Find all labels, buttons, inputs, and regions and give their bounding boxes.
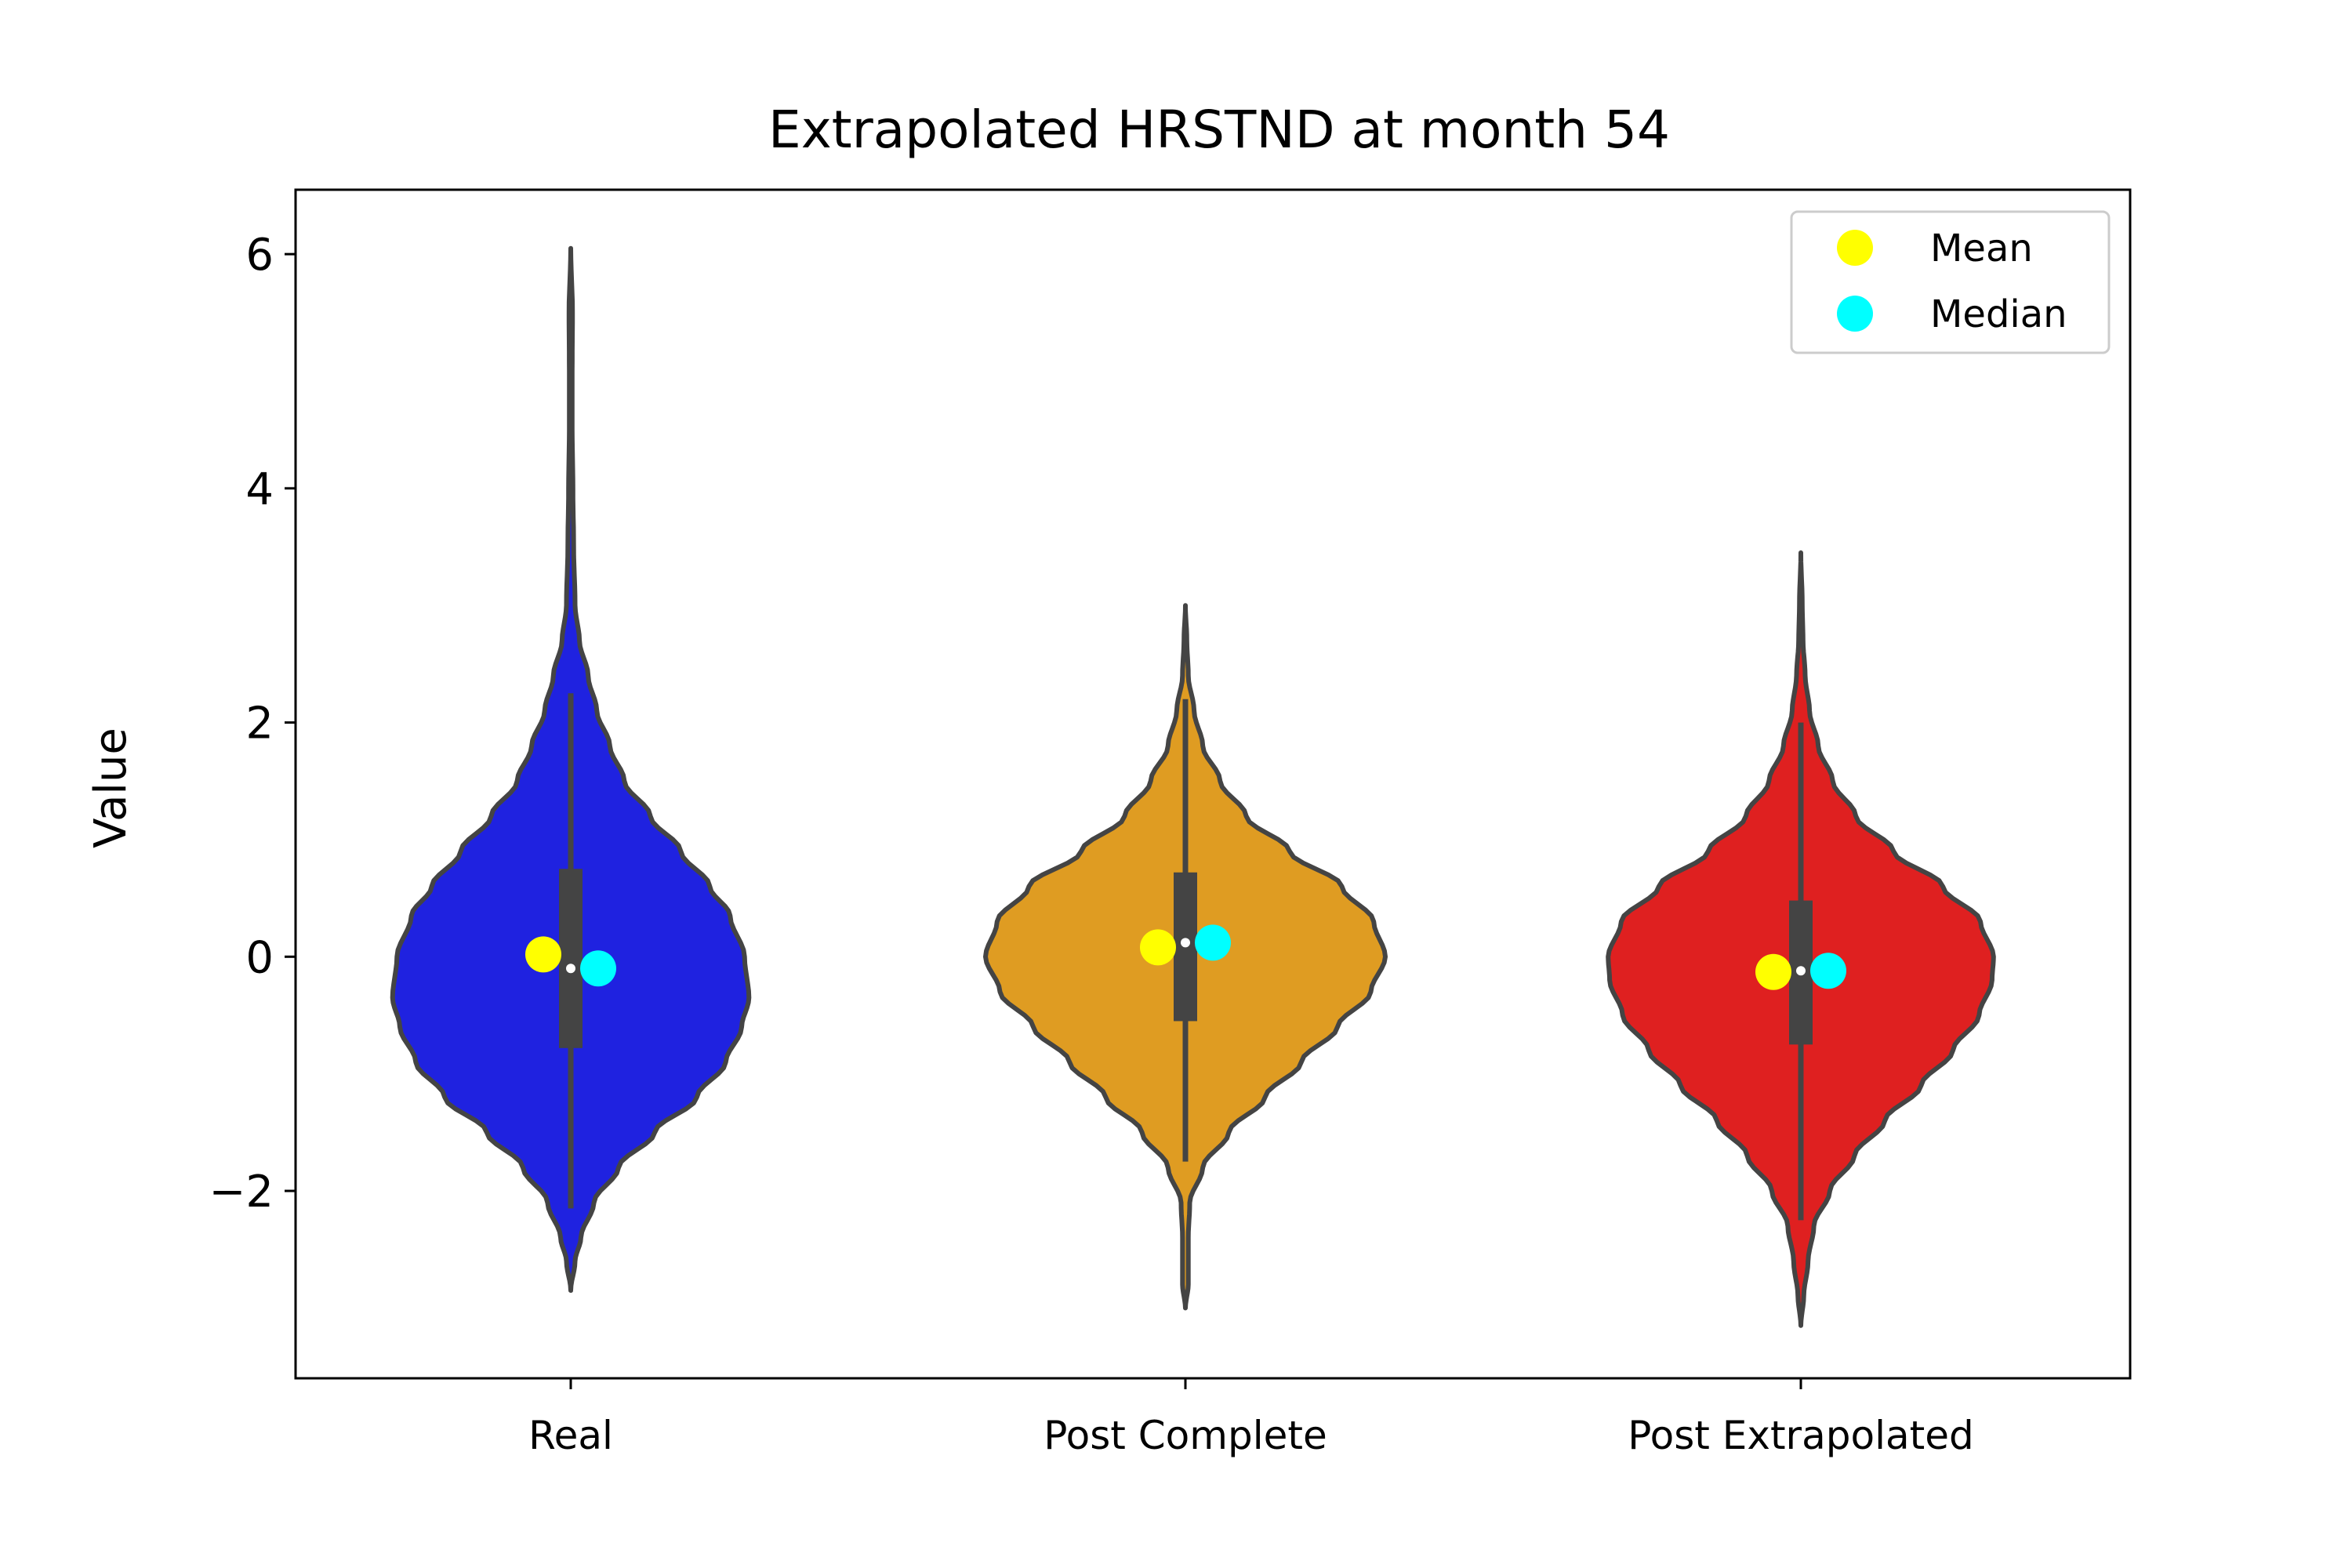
- y-tick-label: 4: [245, 464, 274, 515]
- mean-marker-post-extrapolated: [1755, 953, 1791, 990]
- y-axis-label: Value: [85, 728, 136, 848]
- median-dot-post-complete: [1181, 938, 1190, 948]
- legend-marker-mean: [1837, 230, 1873, 266]
- y-tick-label: −2: [209, 1167, 274, 1218]
- violins-layer: [390, 245, 1996, 1328]
- y-tick-label: 0: [245, 932, 274, 983]
- chart-title: Extrapolated HRSTND at month 54: [768, 100, 1670, 160]
- legend-marker-median: [1837, 296, 1873, 332]
- median-marker-post-complete: [1195, 924, 1231, 961]
- median-dot-post-extrapolated: [1796, 966, 1806, 976]
- median-marker-real: [580, 950, 616, 987]
- median-marker-post-extrapolated: [1810, 953, 1846, 989]
- x-tick-label: Post Complete: [1044, 1413, 1327, 1458]
- y-tick-label: 2: [245, 699, 274, 750]
- plot-area-frame: [294, 188, 2132, 1380]
- mean-marker-post-complete: [1140, 929, 1176, 966]
- legend-label-mean: Mean: [1930, 227, 2033, 270]
- iqr-box-real: [559, 869, 583, 1048]
- x-tick-label: Real: [528, 1413, 613, 1458]
- y-axis: −2 0 2 4 6: [209, 230, 296, 1218]
- mean-marker-real: [525, 936, 561, 973]
- y-tick-label: 6: [245, 230, 274, 281]
- legend: Mean Median: [1790, 210, 2111, 354]
- x-tick-label: Post Extrapolated: [1628, 1413, 1973, 1458]
- median-dot-real: [566, 964, 575, 974]
- legend-label-median: Median: [1930, 292, 2067, 336]
- x-axis: Real Post Complete Post Extrapolated: [528, 1378, 1974, 1458]
- markers-layer: [525, 924, 1846, 990]
